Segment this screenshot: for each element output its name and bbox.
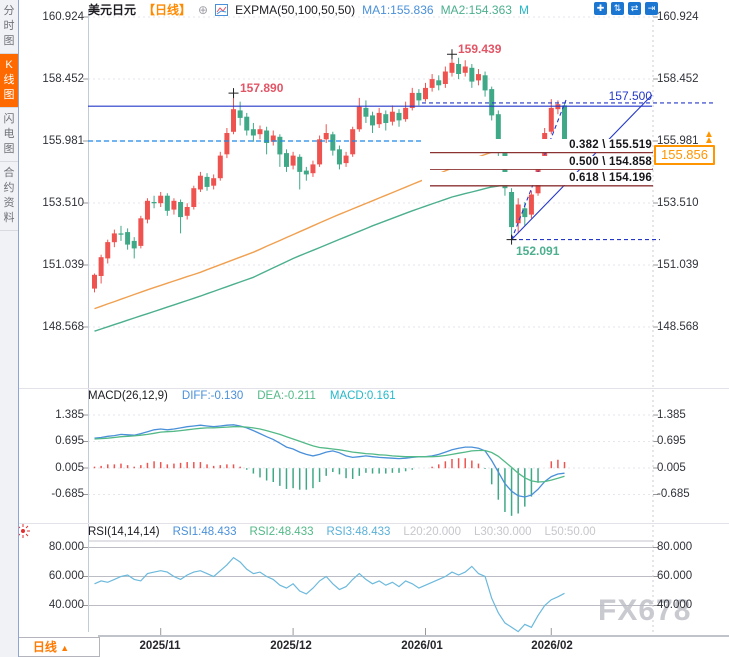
pan-move-icon[interactable]: ✚ <box>594 2 607 15</box>
sidebar-tab-kline[interactable]: K线图 <box>0 54 18 108</box>
price-label-right: 148.568 <box>657 321 699 333</box>
macd-value: MACD:0.161 <box>329 390 396 402</box>
macd-axis-left: 1.385 <box>55 409 84 421</box>
swing-high-label: 159.439 <box>458 42 502 56</box>
macd-axis-left: 0.005 <box>55 462 84 474</box>
symbol-name: 美元日元 <box>88 3 137 17</box>
indicator-label: EXPMA(50,100,50,50) <box>235 2 356 17</box>
macd-axis-left: -0.685 <box>51 488 84 500</box>
sidebar-tab-timeshare[interactable]: 分时图 <box>0 0 18 54</box>
sidebar-tab-contract-info[interactable]: 合约资料 <box>0 162 18 231</box>
rsi-axis-left: 40.000 <box>48 599 84 611</box>
price-label-left: 160.924 <box>42 11 84 23</box>
rsi-l30-value: L30:30.000 <box>473 526 532 538</box>
rsi-axis-right: 60.000 <box>657 570 693 582</box>
fib-level-618: 0.618 \ 154.196 <box>422 172 652 185</box>
rsi1-value: RSI1:48.433 <box>172 526 237 538</box>
macd-axis-right: 0.005 <box>657 462 686 474</box>
rsi-axis-right: 80.000 <box>657 541 693 553</box>
rsi2-value: RSI2:48.433 <box>249 526 314 538</box>
macd-header: MACD(26,12,9) DIFF:-0.130 DEA:-0.211 MAC… <box>88 390 396 402</box>
price-axis-scale-icon[interactable]: ⇅ <box>611 2 624 15</box>
sidebar-tab-lightning[interactable]: 闪电图 <box>0 108 18 162</box>
macd-axis-left: 0.695 <box>55 435 84 447</box>
ma3-value: M <box>518 2 529 17</box>
macd-axis-right: 0.695 <box>657 435 686 447</box>
fib-level-382: 0.382 \ 155.519 <box>422 139 652 152</box>
price-label-left: 158.452 <box>42 73 84 85</box>
macd-title: MACD(26,12,9) <box>88 390 168 402</box>
rsi-title: RSI(14,14,14) <box>88 526 160 538</box>
period-dropdown-arrow-icon: ▲ <box>60 643 70 653</box>
price-label-right: 160.924 <box>657 11 699 23</box>
price-label-right: 153.510 <box>657 197 699 209</box>
shift-right-icon[interactable]: ⇥ <box>645 2 658 15</box>
price-label-right: 158.452 <box>657 73 699 85</box>
rsi-axis-left: 60.000 <box>48 570 84 582</box>
current-price-badge: 155.856 <box>654 145 715 165</box>
chart-type-sidebar: 分时图 K线图 闪电图 合约资料 <box>0 0 19 657</box>
price-up-arrow-icon: ▲ <box>704 135 714 146</box>
x-axis-date: 2026/01 <box>401 640 443 652</box>
hline-price-label: 157.500 <box>608 89 652 103</box>
ma2-value: MA2:154.363 <box>440 2 512 17</box>
expand-icon[interactable]: ⊕ <box>198 2 209 17</box>
price-up-arrow-icon: ▲ <box>704 129 714 140</box>
macd-axis-right: 1.385 <box>657 409 686 421</box>
swing-high-label: 157.890 <box>240 81 284 95</box>
rsi-header: RSI(14,14,14) RSI1:48.433 RSI2:48.433 RS… <box>88 526 596 538</box>
indicator-chart-icon <box>215 3 229 16</box>
swing-low-label: 152.091 <box>516 244 560 258</box>
x-axis-date: 2025/11 <box>139 640 181 652</box>
rsi-axis-left: 80.000 <box>48 541 84 553</box>
x-axis-date: 2026/02 <box>531 640 573 652</box>
rsi3-value: RSI3:48.433 <box>326 526 391 538</box>
x-axis-date: 2025/12 <box>270 640 312 652</box>
ma1-value: MA1:155.836 <box>362 2 434 17</box>
time-axis-scale-icon[interactable]: ⇄ <box>628 2 641 15</box>
price-label-left: 151.039 <box>42 259 84 271</box>
macd-axis-right: -0.685 <box>657 488 690 500</box>
chart-header: 美元日元 【日线】 ⊕ EXPMA(50,100,50,50) MA1:155.… <box>88 1 529 18</box>
price-label-right: 151.039 <box>657 259 699 271</box>
macd-diff-value: DIFF:-0.130 <box>181 390 244 402</box>
macd-dea-value: DEA:-0.211 <box>257 390 316 402</box>
period-label: 日线 <box>32 640 57 654</box>
rsi-l20-value: L20:20.000 <box>403 526 461 538</box>
fx678-watermark: FX678 <box>598 594 692 627</box>
rsi-axis-right: 40.000 <box>657 599 693 611</box>
fib-level-500: 0.500 \ 154.858 <box>422 155 652 169</box>
price-label-left: 153.510 <box>42 197 84 209</box>
price-label-left: 155.981 <box>42 135 84 147</box>
period-tag: 【日线】 <box>143 3 192 17</box>
price-label-right: 155.981 <box>657 135 699 147</box>
price-label-left: 148.568 <box>42 321 84 333</box>
rsi-l50-value: L50:50.00 <box>544 526 596 538</box>
